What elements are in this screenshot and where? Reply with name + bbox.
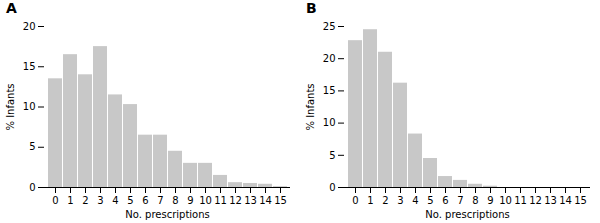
svg-text:0: 0 (29, 182, 35, 193)
svg-text:1: 1 (67, 195, 73, 206)
svg-text:3: 3 (397, 195, 403, 206)
svg-text:9: 9 (187, 195, 193, 206)
svg-text:9: 9 (487, 195, 493, 206)
svg-text:5: 5 (329, 150, 335, 161)
svg-text:6: 6 (142, 195, 148, 206)
svg-text:13: 13 (544, 195, 557, 206)
svg-text:1: 1 (367, 195, 373, 206)
svg-text:12: 12 (229, 195, 242, 206)
svg-text:7: 7 (457, 195, 463, 206)
svg-text:0: 0 (329, 182, 335, 193)
html-text:B: B (306, 0, 317, 16)
svg-text:25: 25 (323, 21, 336, 32)
svg-text:8: 8 (172, 195, 178, 206)
svg-text:% Infants: % Infants (5, 83, 16, 130)
svg-text:8: 8 (472, 195, 478, 206)
svg-text:12: 12 (529, 195, 542, 206)
svg-text:4: 4 (112, 195, 118, 206)
svg-text:5: 5 (127, 195, 133, 206)
svg-text:11: 11 (514, 195, 527, 206)
svg-text:4: 4 (412, 195, 418, 206)
svg-text:13: 13 (244, 195, 257, 206)
svg-text:15: 15 (23, 61, 36, 72)
svg-text:10: 10 (499, 195, 512, 206)
svg-text:11: 11 (214, 195, 227, 206)
svg-text:10: 10 (323, 117, 336, 128)
svg-text:5: 5 (29, 141, 35, 152)
svg-text:No. prescriptions: No. prescriptions (425, 209, 509, 220)
svg-text:7: 7 (157, 195, 163, 206)
svg-text:5: 5 (427, 195, 433, 206)
svg-text:0: 0 (352, 195, 358, 206)
svg-text:15: 15 (323, 85, 336, 96)
svg-text:15: 15 (574, 195, 587, 206)
html-text:A: A (6, 0, 17, 16)
svg-text:0: 0 (52, 195, 58, 206)
svg-text:No. prescriptions: No. prescriptions (125, 209, 209, 220)
svg-text:3: 3 (97, 195, 103, 206)
svg-text:10: 10 (199, 195, 212, 206)
svg-text:2: 2 (82, 195, 88, 206)
svg-text:% Infants: % Infants (305, 83, 316, 130)
svg-text:14: 14 (559, 195, 572, 206)
svg-text:14: 14 (259, 195, 272, 206)
svg-text:20: 20 (323, 53, 336, 64)
svg-text:6: 6 (442, 195, 448, 206)
svg-text:15: 15 (274, 195, 287, 206)
svg-text:10: 10 (23, 101, 36, 112)
svg-text:20: 20 (23, 21, 36, 32)
svg-text:2: 2 (382, 195, 388, 206)
